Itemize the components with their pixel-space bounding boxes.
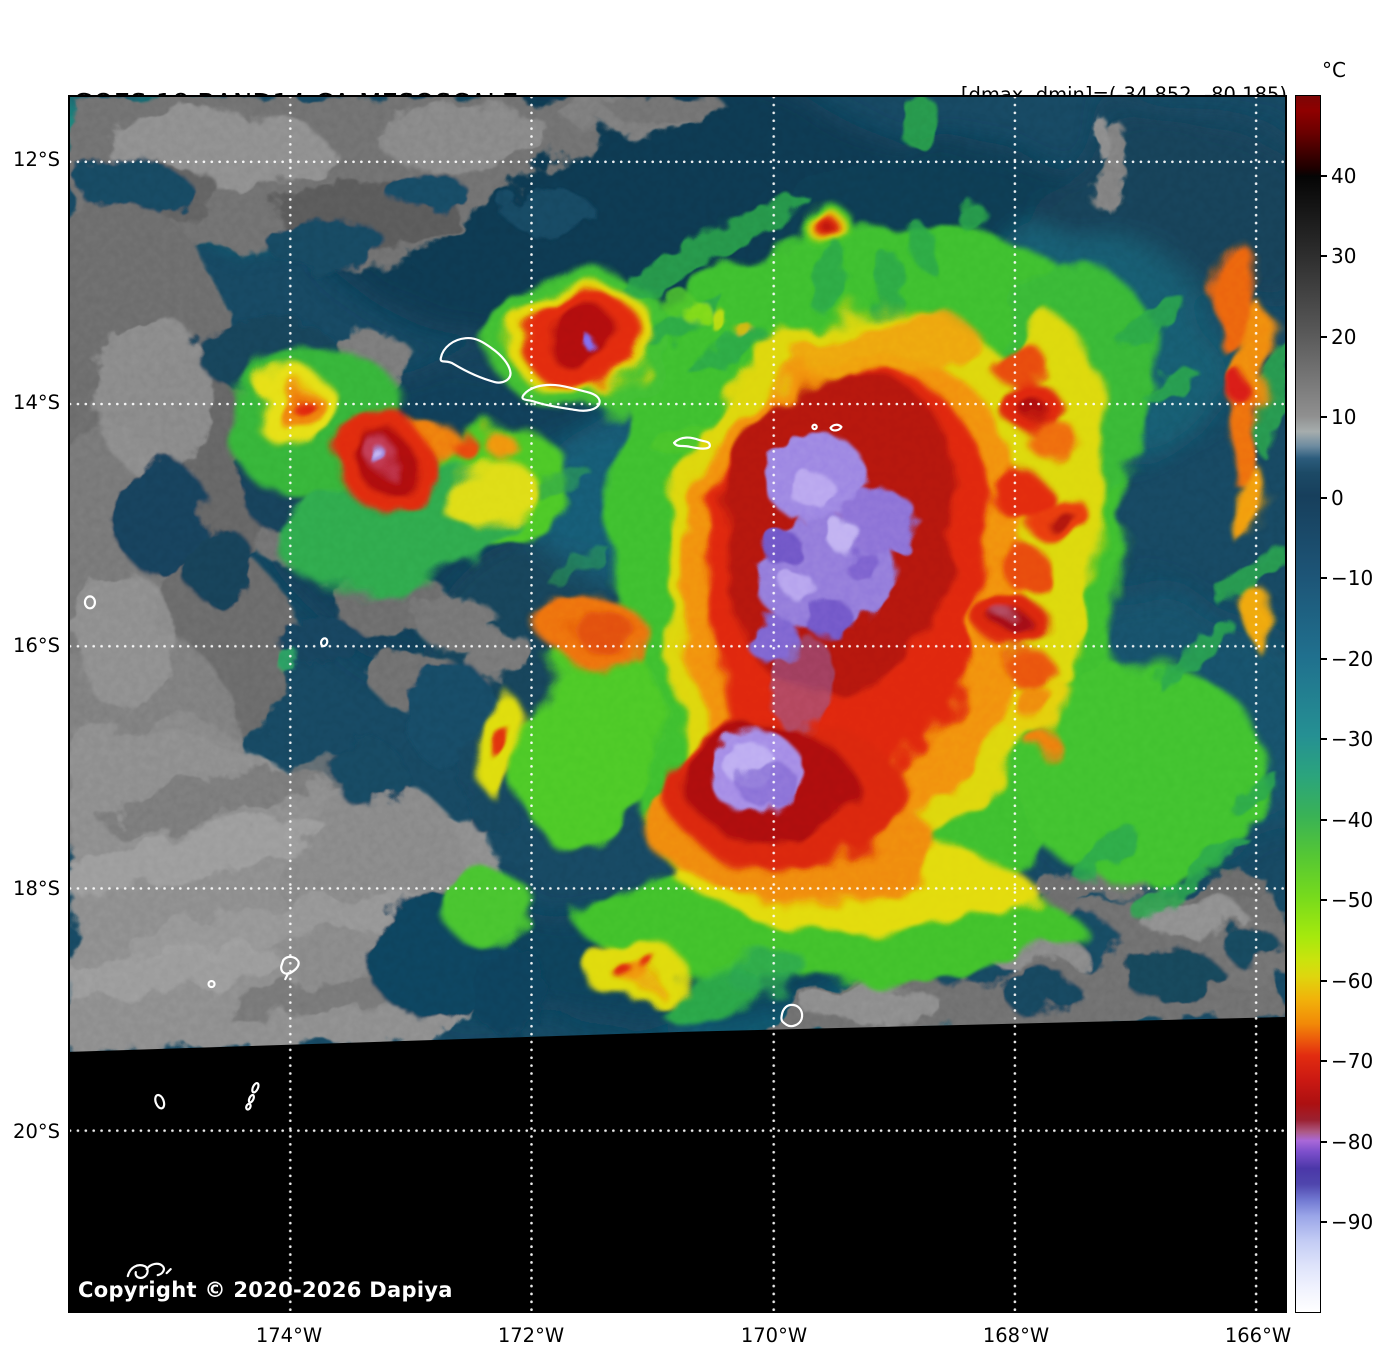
- colorbar-tick-label: 0: [1331, 485, 1344, 510]
- island-savaii: [439, 337, 512, 384]
- grid-lines: [70, 97, 1285, 1311]
- island-upolu: [521, 383, 601, 412]
- colorbar-tick-label: −20: [1331, 646, 1374, 671]
- colorbar-unit-label: °C: [1322, 58, 1346, 82]
- lon-tick-label: 174°W: [255, 1324, 323, 1347]
- lat-tick-label: 20°S: [13, 1120, 60, 1143]
- lon-tick-label: 172°W: [497, 1324, 565, 1347]
- island-black-area: [154, 1093, 166, 1110]
- island-vavau: [280, 955, 300, 981]
- satellite-map: [68, 95, 1287, 1313]
- colorbar: [1295, 95, 1321, 1313]
- lat-tick-label: 16°S: [13, 634, 60, 657]
- island-chain-3: [245, 1102, 252, 1111]
- colorbar-tick-mark: [1320, 1140, 1327, 1143]
- colorbar-tick-label: −30: [1331, 727, 1374, 752]
- island-niue: [780, 1003, 804, 1028]
- colorbar-tick-label: −60: [1331, 968, 1374, 993]
- island-chain-2: [247, 1093, 255, 1104]
- colorbar-tick-mark: [1320, 416, 1327, 419]
- colorbar-tick-label: 20: [1331, 324, 1357, 349]
- colorbar-tick-mark: [1320, 175, 1327, 177]
- copyright-watermark: Copyright © 2020-2026 Dapiya: [78, 1278, 453, 1302]
- island-tutuila: [672, 436, 711, 450]
- colorbar-tick-label: −70: [1331, 1049, 1374, 1074]
- colorbar-tick-label: −50: [1331, 888, 1374, 913]
- colorbar-tick-mark: [1320, 899, 1327, 902]
- colorbar-tick-label: −90: [1331, 1209, 1374, 1234]
- colorbar-tick-mark: [1320, 577, 1327, 580]
- island-tongatapu: [126, 1262, 172, 1279]
- ir-imagery-scene: [70, 97, 1285, 1311]
- lat-tick-label: 14°S: [13, 391, 60, 414]
- colorbar-tick-label: 10: [1331, 405, 1357, 430]
- colorbar-tick-mark: [1320, 738, 1327, 741]
- colorbar-tick-label: −80: [1331, 1129, 1374, 1154]
- colorbar-tick-mark: [1320, 255, 1327, 258]
- lat-tick-label: 18°S: [13, 877, 60, 900]
- colorbar-tick-mark: [1320, 1220, 1327, 1223]
- colorbar-tick-mark: [1320, 818, 1327, 821]
- colorbar-tick-label: −40: [1331, 807, 1374, 832]
- lon-tick-label: 170°W: [740, 1324, 808, 1347]
- colorbar-tick-mark: [1320, 1060, 1327, 1063]
- lon-tick-label: 168°W: [982, 1324, 1050, 1347]
- island-manua: [829, 423, 843, 432]
- colorbar-tick-label: 40: [1331, 164, 1357, 188]
- colorbar-tick-mark: [1320, 979, 1327, 982]
- island-dot: [811, 423, 818, 431]
- island-small-circle: [207, 979, 216, 989]
- colorbar-tick-label: −10: [1331, 566, 1374, 591]
- island-niuafoou: [83, 595, 97, 610]
- colorbar-tick-mark: [1320, 657, 1327, 660]
- colorbar-tick-mark: [1320, 335, 1327, 338]
- island-outlines: [83, 337, 843, 1279]
- island-chain-1: [251, 1082, 260, 1094]
- colorbar-tick-label: 30: [1331, 244, 1357, 269]
- lat-tick-label: 12°S: [13, 148, 60, 171]
- colorbar-tick-mark: [1320, 496, 1327, 499]
- lon-tick-label: 166°W: [1224, 1324, 1292, 1347]
- no-data-region: [70, 1016, 1285, 1311]
